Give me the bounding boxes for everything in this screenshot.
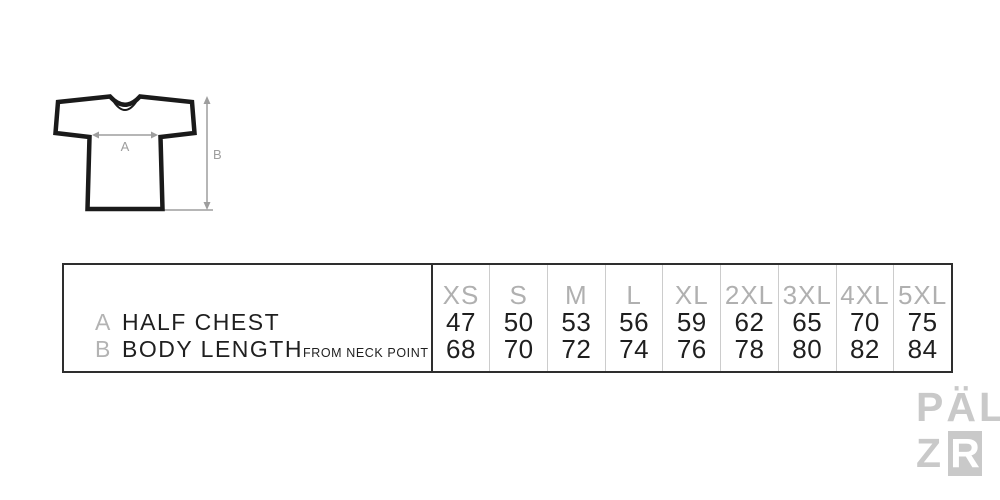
size-column-XL: XL 59 76 — [662, 265, 720, 371]
value-b-M: 72 — [561, 334, 592, 364]
value-a-2XL: 62 — [734, 307, 765, 337]
value-a-M: 53 — [561, 307, 592, 337]
arrow-b — [203, 96, 211, 210]
logo-letter-z: Z — [916, 429, 945, 476]
value-b-S: 70 — [503, 334, 534, 364]
size-header: XS — [442, 279, 480, 310]
value-b-XL: 76 — [676, 334, 707, 364]
size-table: A HALF CHEST B BODY LENGTH FROM NECK POI… — [62, 263, 953, 373]
logo-line2: Z R — [916, 429, 1000, 477]
size-header: XL — [674, 279, 709, 310]
label-header-spacer — [64, 265, 431, 309]
value-a-XL: 59 — [676, 307, 707, 337]
row-key-a: A — [95, 309, 112, 335]
row-key-b: B — [95, 336, 112, 362]
value-b-XS: 68 — [446, 334, 476, 364]
row-label-text: HALF CHEST — [122, 309, 281, 335]
size-column-M: M 53 72 — [547, 265, 605, 371]
value-b-L: 74 — [619, 334, 650, 364]
diagram-label-a: A — [121, 139, 130, 154]
size-column-S: S 50 70 — [489, 265, 547, 371]
size-header: M — [565, 279, 588, 310]
size-header: 3XL — [782, 279, 832, 310]
row-note-text: FROM NECK POINT — [302, 346, 429, 360]
value-a-3XL: 65 — [792, 307, 823, 337]
logo-line1: PÄL — [916, 384, 1000, 430]
row-label-text: BODY LENGTH — [122, 336, 303, 362]
size-column-XS: XS 47 68 — [433, 265, 490, 371]
arrow-a — [92, 131, 158, 139]
size-column-L: L 56 74 — [604, 265, 663, 371]
value-a-4XL: 70 — [849, 307, 880, 337]
logo-letter-r-block: R — [948, 430, 983, 477]
brand-logo: PÄL Z R — [916, 384, 1000, 477]
row-label-half-chest: A HALF CHEST — [64, 309, 431, 336]
size-header: 5XL — [897, 279, 948, 310]
measurement-labels-column: A HALF CHEST B BODY LENGTH FROM NECK POI… — [64, 265, 433, 371]
row-label-body-length: B BODY LENGTH FROM NECK POINT — [64, 336, 431, 363]
value-a-S: 50 — [503, 307, 534, 337]
size-column-3XL: 3XL 65 80 — [777, 265, 836, 371]
size-header: S — [509, 279, 528, 310]
value-a-XS: 47 — [446, 307, 476, 337]
size-column-4XL: 4XL 70 82 — [835, 265, 894, 371]
value-b-5XL: 84 — [907, 334, 938, 364]
size-header: 2XL — [724, 279, 775, 310]
tshirt-diagram: A B — [53, 94, 222, 212]
size-header: L — [626, 279, 642, 310]
tshirt-outline — [53, 94, 197, 212]
value-a-5XL: 75 — [907, 307, 938, 337]
value-b-3XL: 80 — [792, 334, 823, 364]
diagram-label-b: B — [213, 147, 222, 162]
size-header: 4XL — [840, 279, 890, 310]
size-columns: XS 47 68 S 50 70 M 53 72 L 56 74 XL 59 76 2XL 62 78 3XL 65 8… — [433, 265, 951, 371]
value-b-2XL: 78 — [734, 334, 765, 364]
value-a-L: 56 — [619, 307, 650, 337]
collar-seam-line — [111, 98, 139, 111]
value-b-4XL: 82 — [849, 334, 880, 364]
size-column-5XL: 5XL 75 84 — [893, 265, 951, 371]
size-column-2XL: 2XL 62 78 — [720, 265, 778, 371]
